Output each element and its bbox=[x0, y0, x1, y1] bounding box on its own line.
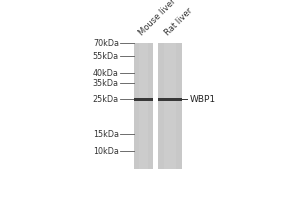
Text: WBP1: WBP1 bbox=[190, 95, 216, 104]
Text: 10kDa: 10kDa bbox=[93, 147, 119, 156]
Text: 55kDa: 55kDa bbox=[93, 52, 119, 61]
Bar bbox=[164, 43, 176, 169]
Text: 40kDa: 40kDa bbox=[93, 69, 119, 78]
Bar bbox=[134, 98, 153, 101]
Text: Mouse liver: Mouse liver bbox=[137, 0, 178, 37]
Text: 70kDa: 70kDa bbox=[93, 39, 119, 48]
Text: 25kDa: 25kDa bbox=[93, 95, 119, 104]
Bar bbox=[139, 43, 148, 169]
Bar bbox=[134, 43, 153, 169]
Bar bbox=[158, 43, 182, 169]
Text: 15kDa: 15kDa bbox=[93, 130, 119, 139]
Text: Rat liver: Rat liver bbox=[163, 6, 194, 37]
Text: 35kDa: 35kDa bbox=[93, 79, 119, 88]
Bar bbox=[158, 98, 182, 101]
